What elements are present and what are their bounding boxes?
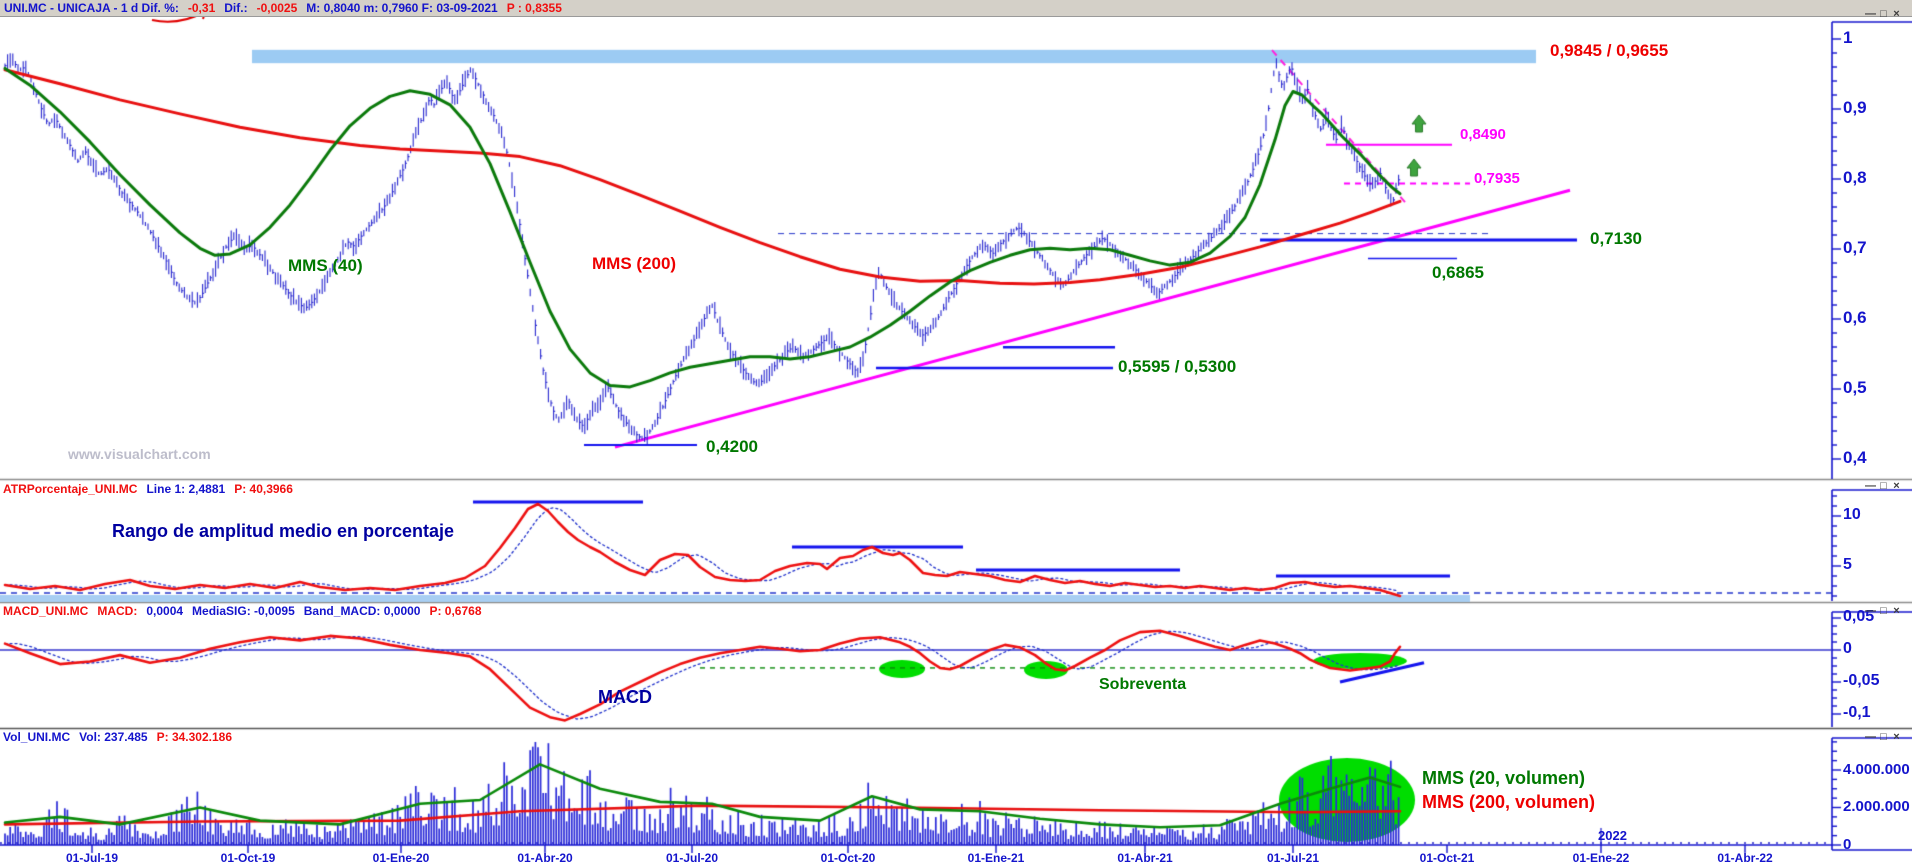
time-axis-label: 01-Abr-22 — [1717, 851, 1773, 865]
atr-axis-label: 5 — [1843, 556, 1852, 574]
price-axis-label: 0,7 — [1843, 238, 1867, 258]
support-5595-5300-label: 0,5595 / 0,5300 — [1118, 357, 1237, 376]
volume-axis-label: 0 — [1843, 835, 1852, 853]
mms40-label: MMS (40) — [288, 256, 363, 275]
volume-panel-header: Vol_UNI.MC Vol: 237.485 P: 34.302.186 — [3, 730, 241, 744]
time-axis-label: 01-Abr-21 — [1117, 851, 1173, 865]
atr-description-label: Rango de amplitud medio en porcentaje — [112, 521, 455, 541]
time-axis-label: 01-Oct-19 — [220, 851, 276, 865]
atr-header-segment-2: P: 40,3966 — [234, 482, 293, 496]
macd-axis-label: 0,05 — [1843, 608, 1875, 626]
volume-mms200-label: MMS (200, volumen) — [1422, 792, 1596, 812]
volume-mms20-label: MMS (20, volumen) — [1422, 768, 1586, 788]
support-7130-label: 0,7130 — [1590, 229, 1642, 248]
volume-axis-label: 4.000.000 — [1843, 760, 1910, 778]
macd-header-segment-1: MACD: — [97, 604, 138, 618]
main-panel-window-controls: — □ × — [1864, 8, 1903, 20]
level-8490-label: 0,8490 — [1460, 126, 1506, 143]
time-axis-label: 01-Jul-21 — [1266, 851, 1320, 865]
support-6865-label: 0,6865 — [1432, 263, 1484, 282]
vol-header-segment-1: Vol: 237.485 — [79, 730, 148, 744]
time-axis-label: 01-Jul-19 — [65, 851, 119, 865]
time-axis-label: 01-Jul-20 — [665, 851, 719, 865]
macd-panel-header: MACD_UNI.MC MACD: 0,0004 MediaSIG: -0,0095 B… — [3, 604, 491, 618]
title-segment-2: Dif.: — [224, 1, 248, 15]
level-7935-label: 0,7935 — [1474, 170, 1520, 187]
macd-panel-window-controls: — □ × — [1864, 605, 1903, 617]
macd-header-segment-0: MACD_UNI.MC — [3, 604, 89, 618]
main-panel-minimize-button[interactable]: — — [1865, 8, 1876, 20]
price-axis-label: 0,4 — [1843, 448, 1867, 468]
time-axis-label: 01-Oct-20 — [820, 851, 876, 865]
time-axis-label: 01-Abr-20 — [517, 851, 573, 865]
title-segment-3: -0,0025 — [256, 1, 298, 15]
vol-panel-window-controls: — □ × — [1864, 731, 1903, 743]
vol-panel-restore-button[interactable]: □ — [1880, 731, 1887, 743]
time-axis-label: 01-Ene-20 — [372, 851, 430, 865]
support-4200-label: 0,4200 — [706, 437, 758, 456]
visualchart-watermark: www.visualchart.com — [68, 446, 211, 462]
time-axis-label: 01-Ene-22 — [1572, 851, 1630, 865]
title-segment-4: M: 0,8040 m: 0,7960 F: 03-09-2021 — [306, 1, 498, 15]
price-axis-label: 0,6 — [1843, 308, 1867, 328]
macd-axis-label: 0 — [1843, 640, 1852, 658]
atr-header-segment-1: Line 1: 2,4881 — [146, 482, 226, 496]
macd-header-segment-3: MediaSIG: -0,0095 — [192, 604, 295, 618]
main-panel-restore-button[interactable]: □ — [1880, 8, 1887, 20]
atr-panel-minimize-button[interactable]: — — [1865, 480, 1876, 492]
chart-title-bar: UNI.MC - UNICAJA - 1 d Dif. %: -0,31 Dif.:… — [0, 0, 1912, 17]
macd-header-segment-2: 0,0004 — [146, 604, 184, 618]
price-axis-label: 0,5 — [1843, 378, 1867, 398]
vol-header-segment-0: Vol_UNI.MC — [3, 730, 71, 744]
time-axis-label: 01-Ene-21 — [967, 851, 1025, 865]
year-2022-label: 2022 — [1598, 828, 1627, 843]
price-axis-label: 0,8 — [1843, 168, 1867, 188]
vol-panel-minimize-button[interactable]: — — [1865, 731, 1876, 743]
price-axis-label: 1 — [1843, 28, 1853, 48]
price-axis-label: 0,9 — [1843, 98, 1867, 118]
macd-name-label: MACD — [598, 687, 652, 707]
vol-header-segment-2: P: 34.302.186 — [156, 730, 233, 744]
atr-panel-restore-button[interactable]: □ — [1880, 480, 1887, 492]
macd-header-segment-4: Band_MACD: 0,0000 — [303, 604, 421, 618]
title-segment-0: UNI.MC - UNICAJA - 1 d Dif. %: — [4, 1, 179, 15]
vol-panel-close-button[interactable]: × — [1893, 731, 1900, 743]
atr-panel-header: ATRPorcentaje_UNI.MC Line 1: 2,4881 P: 40,… — [3, 482, 302, 496]
macd-axis-label: -0,1 — [1843, 704, 1871, 722]
macd-panel-close-button[interactable]: × — [1893, 605, 1900, 617]
resistance-zone-label: 0,9845 / 0,9655 — [1550, 41, 1669, 60]
time-axis-label: 01-Oct-21 — [1419, 851, 1475, 865]
atr-panel-close-button[interactable]: × — [1893, 480, 1900, 492]
macd-panel-minimize-button[interactable]: — — [1865, 605, 1876, 617]
atr-axis-label: 10 — [1843, 506, 1861, 524]
macd-axis-label: -0,05 — [1843, 672, 1880, 690]
atr-panel-window-controls: — □ × — [1864, 480, 1903, 492]
volume-axis-label: 2.000.000 — [1843, 798, 1910, 816]
sobreventa-label: Sobreventa — [1099, 676, 1187, 693]
atr-header-segment-0: ATRPorcentaje_UNI.MC — [3, 482, 138, 496]
title-segment-1: -0,31 — [187, 1, 216, 15]
mms200-label: MMS (200) — [592, 254, 677, 273]
macd-header-segment-5: P: 0,6768 — [429, 604, 482, 618]
macd-panel-restore-button[interactable]: □ — [1880, 605, 1887, 617]
title-segment-5: P : 0,8355 — [506, 1, 562, 15]
main-panel-close-button[interactable]: × — [1893, 8, 1900, 20]
